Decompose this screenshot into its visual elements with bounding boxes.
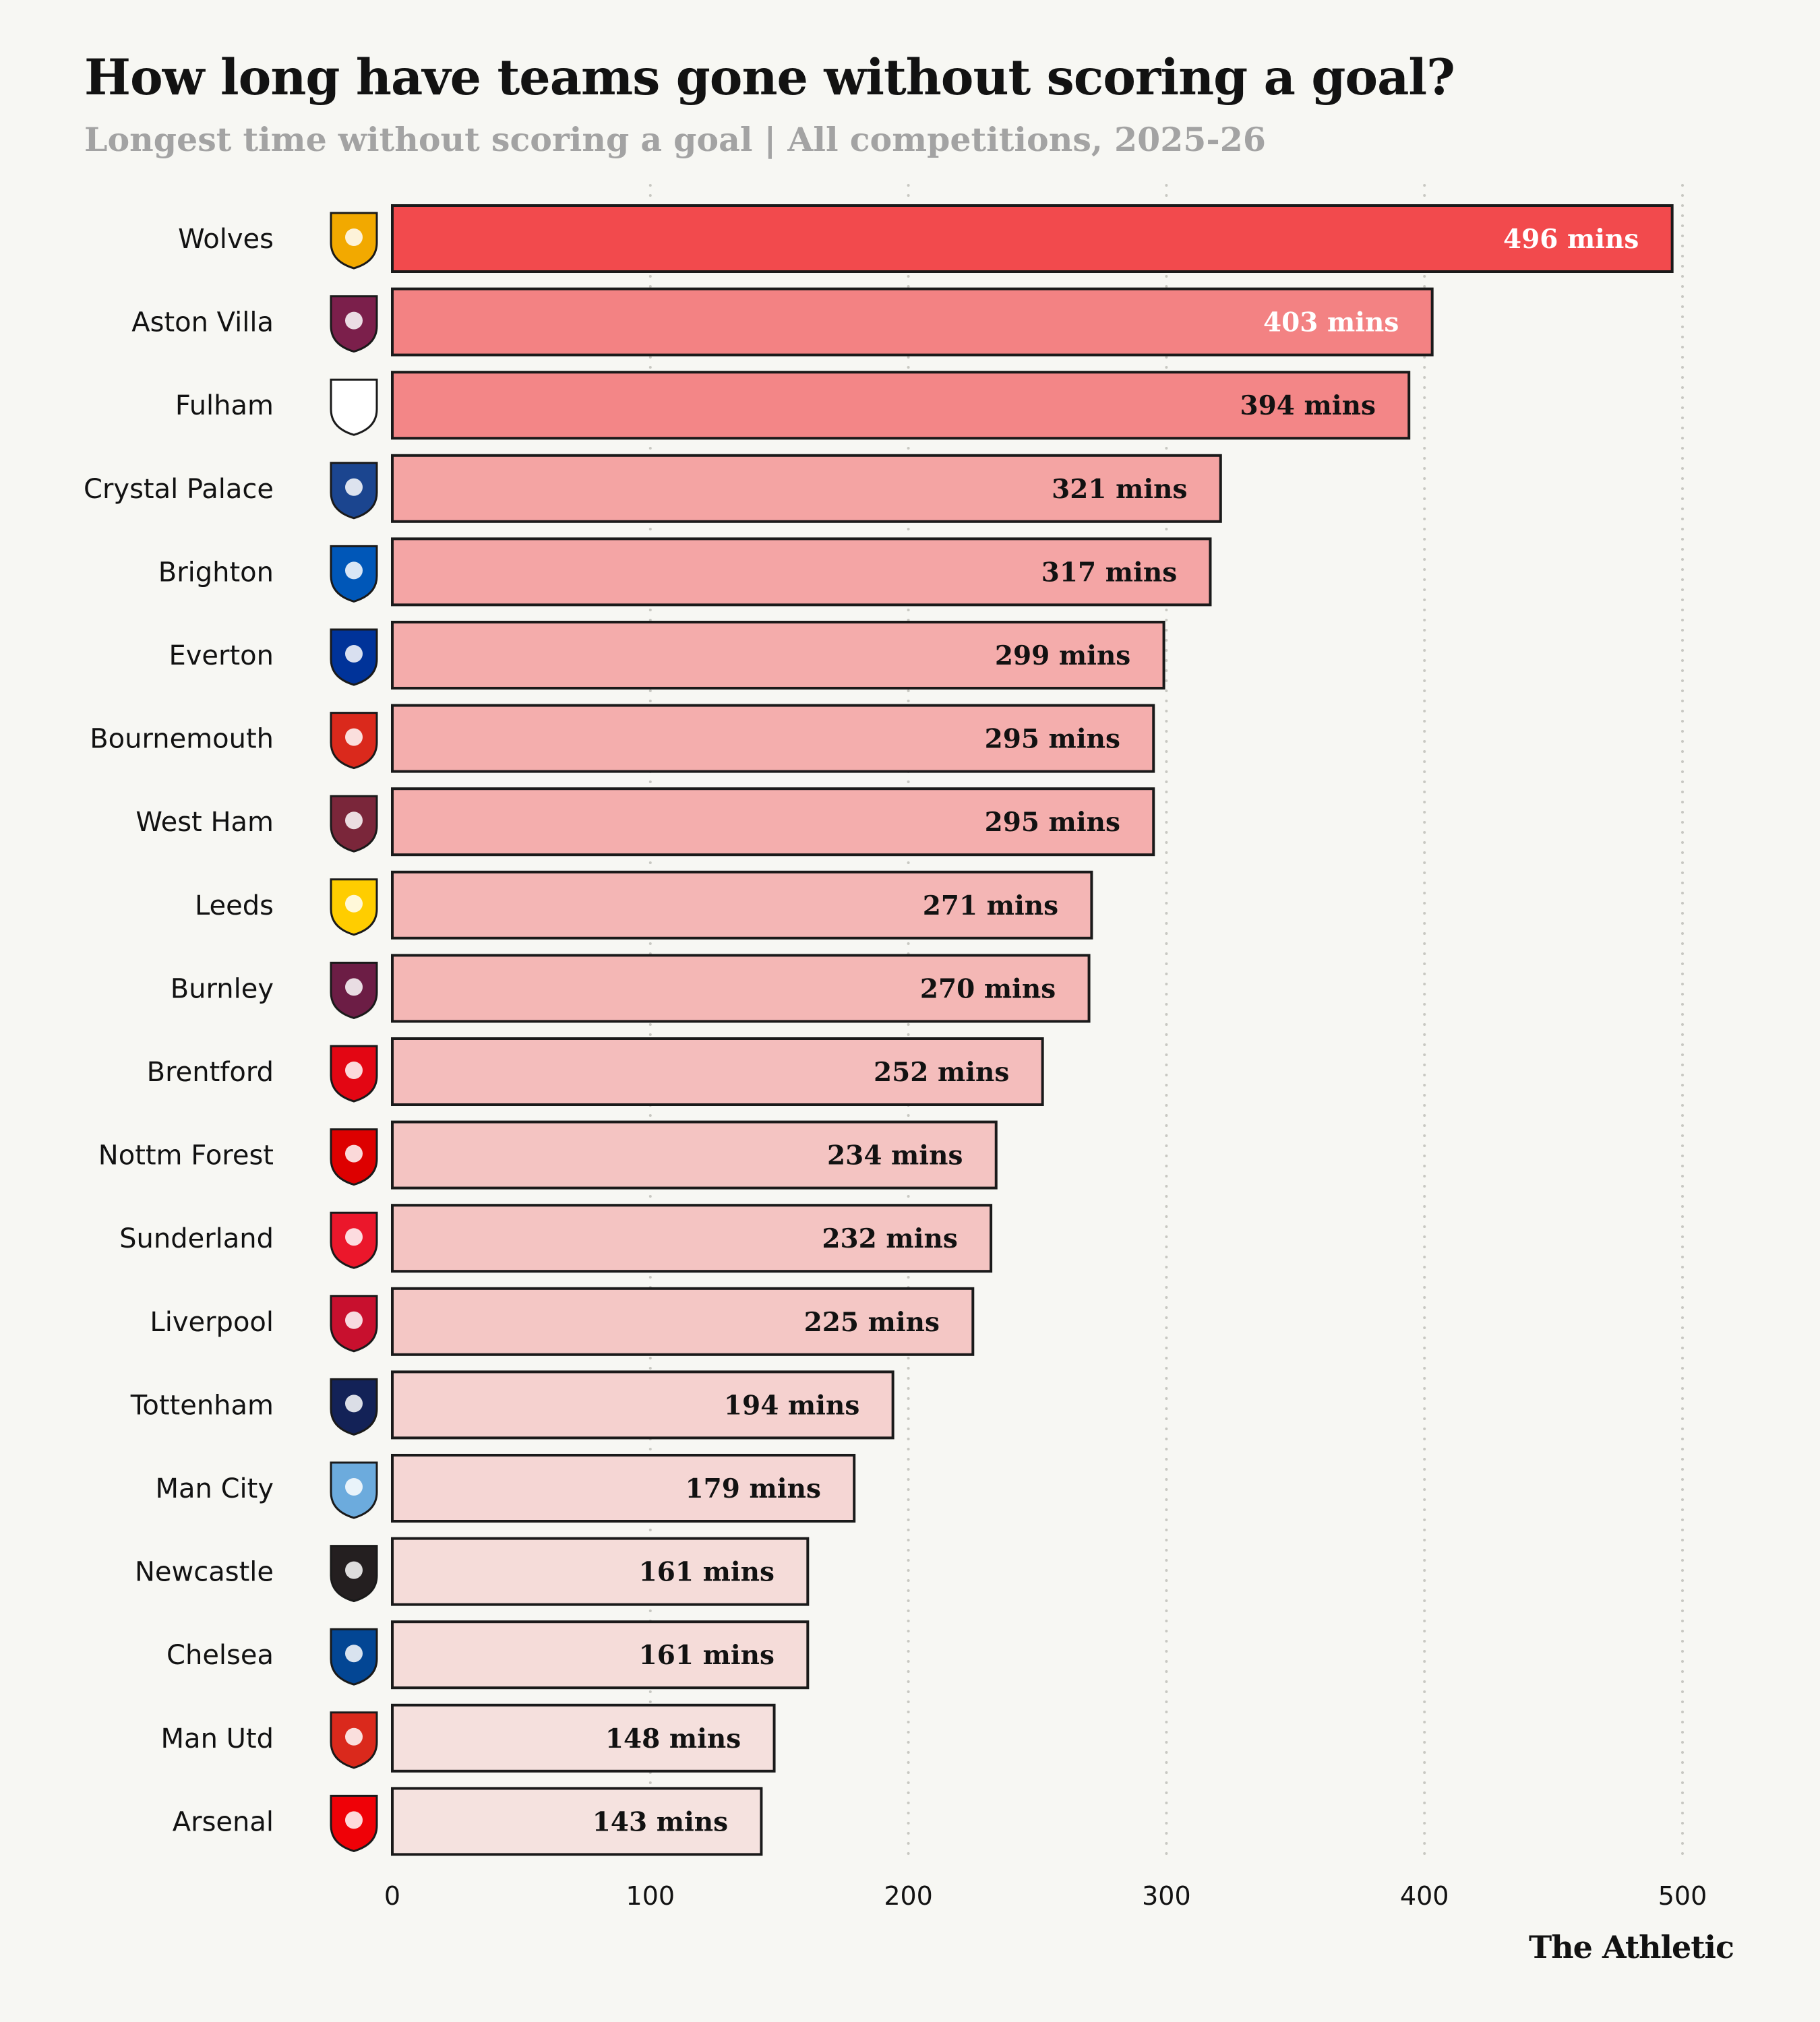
category-label-nottm-forest: Nottm Forest — [98, 1140, 274, 1171]
newcastle-crest-icon — [330, 1545, 378, 1603]
bar-newcastle — [391, 1537, 810, 1606]
bar-fulham — [391, 371, 1411, 440]
bar-nottm-forest — [391, 1120, 998, 1190]
bar-wolves — [391, 204, 1674, 273]
category-label-arsenal: Arsenal — [173, 1806, 274, 1837]
bournemouth-crest-icon — [330, 712, 378, 770]
bar-arsenal — [391, 1787, 763, 1856]
value-label-arsenal: 143 mins — [593, 1806, 728, 1837]
category-label-brentford: Brentford — [147, 1057, 274, 1088]
brentford-crest-icon — [330, 1045, 378, 1103]
man-utd-crest-icon — [330, 1711, 378, 1769]
category-labels: Wolves Aston Villa Fulham Crystal Palace Bri… — [84, 224, 274, 1837]
value-label-everton: 299 mins — [995, 640, 1130, 671]
chart-subtitle: Longest time without scoring a goal | Al… — [84, 120, 1266, 159]
chelsea-crest-icon — [330, 1628, 378, 1686]
category-label-chelsea: Chelsea — [166, 1640, 274, 1671]
leeds-crest-icon — [330, 878, 378, 936]
bar-aston-villa — [391, 287, 1434, 357]
value-label-bournemouth: 295 mins — [985, 724, 1120, 755]
value-label-nottm-forest: 234 mins — [827, 1140, 963, 1171]
category-label-leeds: Leeds — [195, 890, 274, 921]
category-label-brighton: Brighton — [158, 557, 274, 588]
west-ham-crest-icon — [330, 795, 378, 853]
value-label-burnley: 270 mins — [920, 973, 1056, 1004]
category-label-wolves: Wolves — [178, 224, 274, 255]
category-label-burnley: Burnley — [171, 973, 274, 1004]
bar-west-ham — [391, 787, 1155, 857]
value-label-west-ham: 295 mins — [985, 807, 1120, 838]
category-label-crystal-palace: Crystal Palace — [84, 474, 274, 505]
x-tick-label-300: 300 — [1142, 1881, 1191, 1911]
chart-title: How long have teams gone without scoring… — [84, 49, 1455, 106]
value-label-man-city: 179 mins — [686, 1473, 821, 1504]
bar-liverpool — [391, 1287, 975, 1356]
gridlines — [648, 184, 1684, 1865]
category-label-bournemouth: Bournemouth — [90, 724, 274, 755]
category-label-aston-villa: Aston Villa — [131, 307, 274, 338]
x-tick-label-400: 400 — [1400, 1881, 1449, 1911]
value-label-man-utd: 148 mins — [605, 1723, 741, 1754]
x-tick-label-200: 200 — [884, 1881, 933, 1911]
bar-burnley — [391, 954, 1091, 1023]
x-tick-label-0: 0 — [384, 1881, 400, 1911]
value-labels: 496 mins 403 mins 394 mins 321 mins 317 mins… — [593, 224, 1639, 1837]
value-label-newcastle: 161 mins — [639, 1557, 775, 1588]
team-crests — [330, 212, 378, 1852]
value-label-leeds: 271 mins — [923, 890, 1058, 921]
value-label-aston-villa: 403 mins — [1263, 307, 1399, 338]
wolves-crest-icon — [330, 212, 378, 270]
bar-everton — [391, 621, 1165, 690]
bar-crystal-palace — [391, 454, 1222, 523]
bar-man-city — [391, 1454, 856, 1523]
category-label-newcastle: Newcastle — [135, 1557, 274, 1588]
category-label-liverpool: Liverpool — [150, 1307, 274, 1338]
fulham-crest-icon — [330, 378, 378, 436]
liverpool-crest-icon — [330, 1295, 378, 1353]
category-label-sunderland: Sunderland — [119, 1223, 274, 1254]
category-label-man-utd: Man Utd — [161, 1723, 274, 1754]
tottenham-crest-icon — [330, 1378, 378, 1436]
nottm-forest-crest-icon — [330, 1128, 378, 1186]
brighton-crest-icon — [330, 545, 378, 603]
aston-villa-crest-icon — [330, 295, 378, 353]
category-label-fulham: Fulham — [175, 390, 274, 421]
bar-brentford — [391, 1037, 1044, 1106]
value-label-liverpool: 225 mins — [804, 1307, 940, 1338]
everton-crest-icon — [330, 628, 378, 686]
x-axis-ticks: 0 100 200 300 400 500 — [384, 1881, 1707, 1911]
value-label-sunderland: 232 mins — [822, 1223, 957, 1254]
brand-logo: The Athletic — [1528, 1929, 1734, 1965]
value-label-tottenham: 194 mins — [724, 1390, 859, 1421]
category-label-everton: Everton — [169, 640, 274, 671]
bar-man-utd — [391, 1703, 776, 1773]
bar-leeds — [391, 870, 1093, 940]
sunderland-crest-icon — [330, 1211, 378, 1269]
bar-tottenham — [391, 1370, 894, 1440]
category-label-west-ham: West Ham — [135, 807, 274, 838]
arsenal-crest-icon — [330, 1794, 378, 1852]
value-label-brentford: 252 mins — [874, 1057, 1009, 1088]
bar-sunderland — [391, 1204, 993, 1273]
category-label-tottenham: Tottenham — [130, 1390, 274, 1421]
man-city-crest-icon — [330, 1461, 378, 1519]
x-tick-label-500: 500 — [1658, 1881, 1707, 1911]
value-label-wolves: 496 mins — [1503, 224, 1639, 255]
value-label-crystal-palace: 321 mins — [1052, 474, 1187, 505]
x-tick-label-100: 100 — [626, 1881, 675, 1911]
bar-brighton — [391, 537, 1212, 607]
bars — [391, 204, 1674, 1856]
value-label-fulham: 394 mins — [1240, 390, 1376, 421]
value-label-chelsea: 161 mins — [639, 1640, 775, 1671]
crystal-palace-crest-icon — [330, 462, 378, 520]
bar-bournemouth — [391, 704, 1155, 773]
category-label-man-city: Man City — [156, 1473, 274, 1504]
burnley-crest-icon — [330, 961, 378, 1019]
value-label-brighton: 317 mins — [1041, 557, 1177, 588]
bar-chelsea — [391, 1620, 810, 1690]
